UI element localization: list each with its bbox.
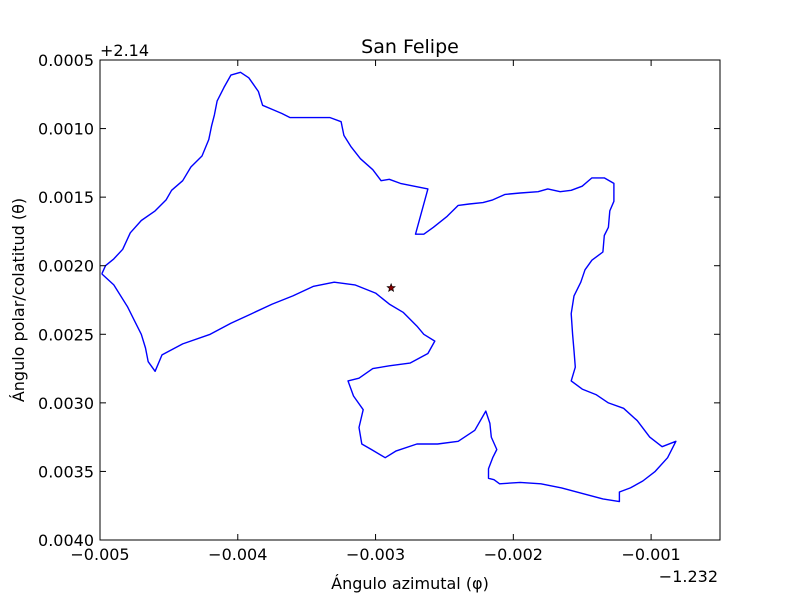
- y-tick-label: 0.0030: [38, 394, 94, 413]
- y-tick-label: 0.0020: [38, 257, 94, 276]
- axes-frame: [99, 59, 721, 541]
- y-tick-label: 0.0025: [38, 325, 94, 344]
- y-tick-label: 0.0010: [38, 120, 94, 139]
- y-axis-label: Ángulo polar/colatitud (θ): [9, 198, 28, 402]
- centroid-star-marker: [386, 282, 396, 293]
- x-tick-label: −0.003: [346, 545, 405, 564]
- x-axis: −0.005 −0.004 −0.003 −0.002 −0.001: [70, 60, 681, 564]
- x-tick-label: −0.001: [622, 545, 681, 564]
- y-offset-label: +2.14: [100, 41, 149, 60]
- y-tick-label: 0.0005: [38, 51, 94, 70]
- y-axis: 0.0005 0.0010 0.0015 0.0020 0.0025 0.0030 0.00…: [38, 51, 720, 550]
- x-tick-label: −0.002: [484, 545, 543, 564]
- x-tick-label: −0.005: [70, 545, 129, 564]
- x-axis-label: Ángulo azimutal (φ): [331, 574, 489, 593]
- y-tick-label: 0.0015: [38, 188, 94, 207]
- boundary-line: [101, 71, 677, 503]
- x-tick-label: −0.004: [208, 545, 267, 564]
- y-tick-label: 0.0040: [38, 531, 94, 550]
- x-offset-label: −1.232: [659, 567, 718, 586]
- y-tick-label: 0.0035: [38, 462, 94, 481]
- chart-title: San Felipe: [361, 36, 459, 58]
- plot-area: [101, 71, 677, 503]
